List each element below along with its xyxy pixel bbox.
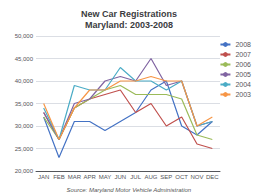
svg-text:AUG: AUG [144,174,157,180]
svg-text:APR: APR [83,174,96,180]
svg-text:MAY: MAY [99,174,112,180]
svg-text:2008: 2008 [235,41,251,48]
svg-text:JAN: JAN [38,174,49,180]
svg-text:Source: Maryland Motor Vehicle: Source: Maryland Motor Vehicle Administr… [67,187,192,193]
svg-text:2006: 2006 [235,61,251,68]
svg-text:2007: 2007 [235,51,251,58]
svg-text:Maryland: 2003-2008: Maryland: 2003-2008 [85,20,173,30]
svg-text:JUN: JUN [114,174,126,180]
svg-text:MAR: MAR [68,174,82,180]
svg-text:New Car Registrations: New Car Registrations [81,9,177,19]
svg-text:NOV: NOV [190,174,203,180]
svg-text:FEB: FEB [53,174,65,180]
svg-text:JUL: JUL [130,174,141,180]
svg-text:40,000: 40,000 [15,78,34,84]
svg-text:OCT: OCT [175,174,188,180]
svg-text:SEP: SEP [160,174,172,180]
svg-text:DEC: DEC [206,174,219,180]
svg-text:20,000: 20,000 [15,168,34,174]
svg-text:50,000: 50,000 [15,33,34,39]
svg-text:25,000: 25,000 [15,146,34,152]
svg-text:30,000: 30,000 [15,123,34,129]
svg-text:2004: 2004 [235,81,251,88]
svg-text:2005: 2005 [235,71,251,78]
svg-text:45,000: 45,000 [15,56,34,62]
svg-text:35,000: 35,000 [15,101,34,107]
svg-text:2003: 2003 [235,91,251,98]
